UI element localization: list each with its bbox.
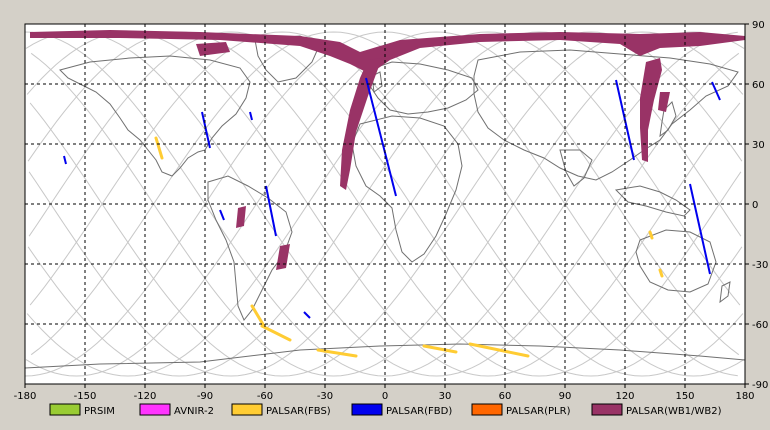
legend-label: PALSAR(FBS) [266, 406, 331, 417]
coastline-antarctica [24, 343, 746, 369]
fbd-strip-canada [249, 111, 253, 121]
coastline-japan [659, 101, 677, 138]
legend-swatch [49, 403, 81, 416]
wb-swath-asia-small [658, 92, 670, 112]
fbd-strip-pacific [689, 183, 711, 275]
latitude-tick-label: -60 [752, 320, 768, 331]
coastline-asia [473, 49, 739, 181]
longitude-tick-label: 180 [735, 391, 754, 402]
latitude-tick-label: 0 [752, 200, 758, 211]
fbs-strip-australia [658, 268, 664, 278]
coastline-south-america [207, 175, 293, 321]
longitude-tick-label: -30 [317, 391, 333, 402]
wb-swath-greenland [196, 42, 230, 56]
fbd-strip-north-america [201, 111, 211, 149]
coastline-africa [351, 115, 463, 263]
latitude-tick-label: 60 [752, 80, 765, 91]
longitude-tick-label: -120 [134, 391, 157, 402]
legend-swatch [231, 403, 263, 416]
legend: PRSIM AVNIR-2 PALSAR(FBS) PALSAR(FBD) PALSAR… [49, 403, 722, 417]
fbs-strip-southern-ocean-2 [422, 344, 458, 354]
orbit-track [26, 31, 741, 377]
legend-swatch [471, 403, 503, 416]
fbs-strip-southern-ocean-3 [468, 342, 530, 358]
fbd-strip-caribbean [219, 209, 225, 221]
legend-label: AVNIR-2 [174, 406, 214, 417]
legend-swatch [351, 403, 383, 416]
latitude-tick-label: 90 [752, 20, 765, 31]
fbs-strip-south-atlantic-2 [260, 324, 292, 342]
legend-label: PRSIM [84, 406, 115, 417]
orbit-track [30, 31, 745, 377]
fbd-strip-south-america [265, 185, 277, 237]
fbs-strip-south-atlantic-1 [250, 304, 266, 328]
longitude-tick-label: 120 [615, 391, 634, 402]
coastlines [24, 35, 746, 369]
legend-swatch [591, 403, 623, 416]
latitude-tick-label: -90 [752, 380, 768, 391]
longitude-tick-label: 30 [439, 391, 452, 402]
longitude-tick-label: -180 [14, 391, 37, 402]
longitude-tick-label: 90 [559, 391, 572, 402]
coastline-uk [371, 71, 383, 93]
graticule-grid [25, 24, 745, 384]
wb-swath-amazon [236, 206, 246, 228]
longitude-tick-label: -150 [74, 391, 97, 402]
latitude-tick-label: 30 [752, 140, 765, 151]
palsar-fbs-strips [154, 136, 664, 358]
legend-swatch [139, 403, 171, 416]
coastline-north-america [59, 55, 251, 177]
fbs-strip-southern-ocean-1 [316, 348, 358, 358]
coastline-new-zealand [719, 281, 731, 304]
longitude-tick-label: 150 [675, 391, 694, 402]
fbd-strip-alaska [63, 155, 67, 165]
legend-label: PALSAR(WB1/WB2) [626, 406, 722, 417]
fbs-strip-indonesia [648, 230, 654, 240]
coastline-europe [367, 61, 479, 115]
coastline-india [559, 149, 593, 187]
legend-label: PALSAR(PLR) [506, 406, 571, 417]
fbd-strip-europe-africa [365, 77, 397, 197]
latitude-tick-label: -30 [752, 260, 768, 271]
longitude-tick-label: -60 [257, 391, 273, 402]
fbs-strip-mexico [154, 136, 164, 160]
longitude-tick-label: -90 [197, 391, 213, 402]
fbd-strip-patagonia [303, 311, 311, 319]
longitude-tick-label: 60 [499, 391, 512, 402]
longitude-tick-label: 0 [382, 391, 388, 402]
wb-swath-arctic [30, 30, 745, 74]
legend-label: PALSAR(FBD) [386, 406, 452, 417]
latitude-tick-labels: 90 60 30 0 -30 -60 -90 [745, 20, 768, 391]
fbd-strip-siberia [711, 81, 721, 101]
orbit-track [24, 31, 738, 377]
longitude-tick-labels: -180 -150 -120 -90 -60 -30 0 30 60 90 120 150 180 [14, 384, 755, 402]
wb-swath-atlantic [340, 58, 382, 190]
